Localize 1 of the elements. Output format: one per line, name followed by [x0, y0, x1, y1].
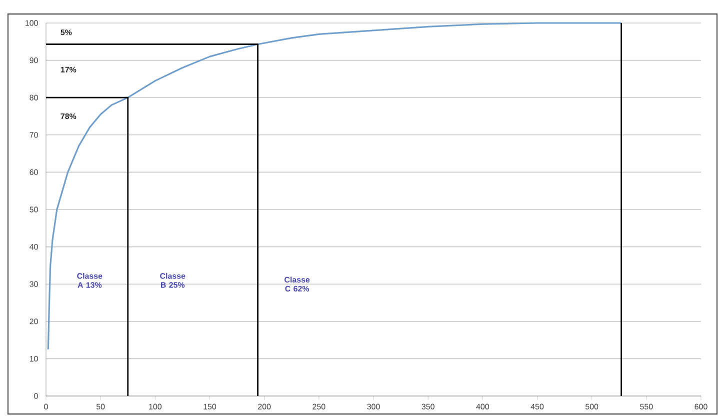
line-series [47, 22, 622, 350]
